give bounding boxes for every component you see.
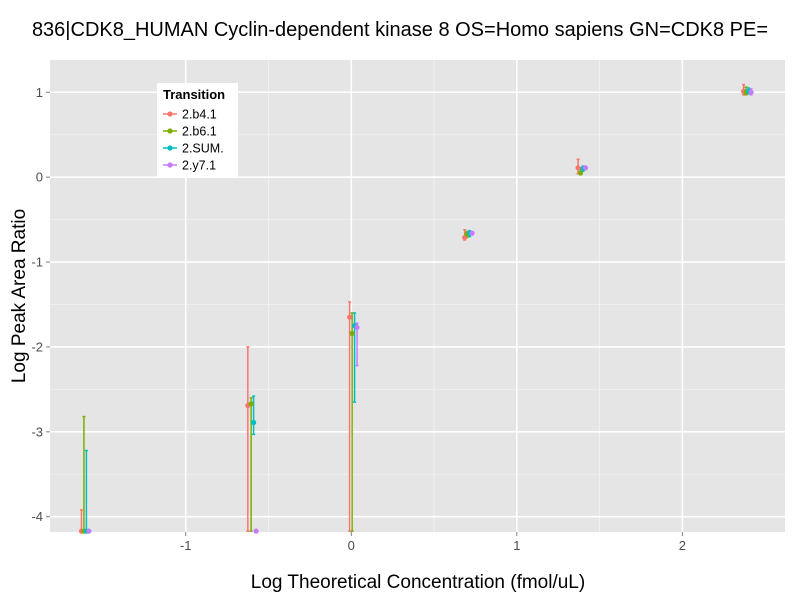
data-point	[253, 528, 259, 534]
axis-ticks: -1 0 1 2 -4 -3 -2 -1 0 1	[31, 85, 686, 553]
legend-key-point	[167, 162, 173, 168]
legend-title: Transition	[163, 87, 225, 102]
y-tick-label: -3	[31, 424, 43, 439]
data-point	[349, 330, 355, 336]
data-point	[469, 230, 475, 236]
data-point	[248, 401, 254, 407]
data-point	[748, 89, 754, 95]
data-points	[78, 88, 754, 534]
y-tick-label: -2	[31, 339, 43, 354]
data-point	[251, 419, 257, 426]
legend: Transition 2.b4.1 2.b6.1 2.SUM. 2.y7.1	[157, 83, 238, 178]
legend-label: 2.y7.1	[182, 159, 216, 173]
chart-title: 836|CDK8_HUMAN Cyclin-dependent kinase 8…	[32, 19, 768, 41]
x-axis-label: Log Theoretical Concentration (fmol/uL)	[251, 572, 585, 593]
y-tick-label: 0	[36, 170, 43, 185]
legend-key-point	[167, 128, 173, 134]
y-tick-label: -1	[31, 255, 43, 270]
legend-items: 2.b4.1 2.b6.1 2.SUM. 2.y7.1	[163, 108, 224, 173]
data-point	[354, 324, 360, 331]
y-axis-label: Log Peak Area Ratio	[9, 209, 30, 383]
legend-label: 2.SUM.	[182, 142, 224, 156]
x-tick-label: 1	[513, 538, 520, 553]
x-tick-label: 2	[679, 538, 686, 553]
legend-label: 2.b6.1	[182, 125, 217, 139]
legend-key-point	[167, 145, 173, 151]
legend-label: 2.b4.1	[182, 108, 217, 122]
data-point	[86, 528, 92, 534]
y-tick-label: -4	[31, 509, 43, 524]
data-point	[577, 170, 584, 176]
data-point	[582, 165, 589, 171]
data-point	[347, 314, 353, 320]
data-point	[575, 165, 581, 171]
y-tick-label: 1	[36, 85, 43, 100]
x-tick-label: 0	[348, 538, 355, 553]
legend-key-point	[167, 111, 173, 117]
x-tick-label: -1	[180, 538, 192, 553]
